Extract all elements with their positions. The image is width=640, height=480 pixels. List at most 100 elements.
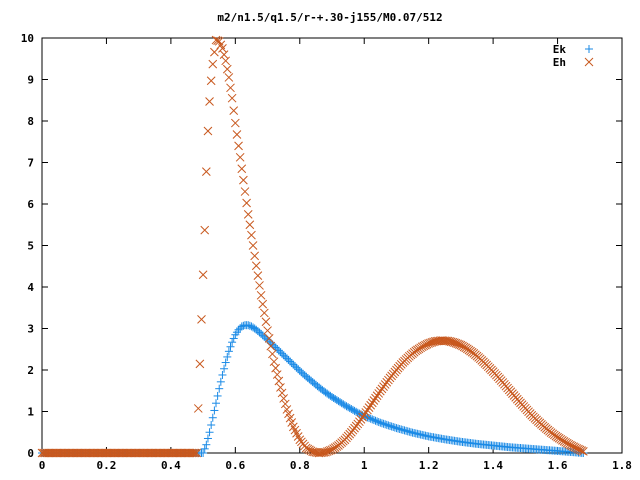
series-eh-point — [277, 388, 287, 398]
series-eh-point — [239, 175, 248, 185]
series-ek-point — [332, 396, 341, 405]
series-eh-point — [248, 241, 258, 250]
y-tick-label: 5 — [27, 240, 34, 253]
series-eh-point — [232, 130, 242, 139]
x-tick-label: 1.2 — [419, 459, 439, 472]
x-tick-label: 0.2 — [97, 459, 117, 472]
series-ek-point — [203, 434, 212, 443]
series-ek-point — [207, 420, 216, 429]
series-ek-point — [200, 444, 209, 453]
series-ek-point — [344, 403, 353, 412]
series-eh-point — [189, 448, 198, 458]
series-ek-point — [373, 417, 382, 426]
y-tick-label: 4 — [27, 281, 34, 294]
series-eh-point — [251, 261, 261, 271]
y-tick-label: 2 — [27, 364, 34, 377]
series-eh-point — [221, 56, 231, 66]
y-tick-label: 0 — [27, 447, 34, 460]
series-eh-point — [210, 47, 219, 57]
series-eh-point — [227, 93, 237, 103]
series-eh-point — [245, 220, 255, 230]
legend-label-ek: Ek — [553, 43, 567, 56]
series-eh-point — [445, 337, 454, 346]
series-eh-point — [192, 448, 202, 458]
series-eh-point — [424, 339, 434, 348]
x-tick-label: 0.4 — [161, 459, 181, 472]
series-eh-point — [371, 393, 380, 403]
series-ek-point — [213, 391, 222, 400]
axes: 0 0.2 0.4 0.6 0.8 1 1.2 1.4 1.6 1.8 0 1 2 3 4 5 6 7 8 9 10 — [21, 32, 632, 472]
series-eh-point — [213, 36, 222, 46]
series-ek-point — [202, 440, 211, 449]
series-eh-point — [425, 338, 435, 348]
series-ek-point — [379, 419, 388, 428]
series-eh-point — [276, 383, 285, 392]
x-tick-label: 1 — [361, 459, 368, 472]
x-tick-label: 0.8 — [290, 459, 310, 472]
series-eh-point — [578, 446, 588, 456]
x-tick-label: 1.4 — [483, 459, 503, 472]
series-ek-point — [221, 358, 230, 367]
series-ek-point — [345, 404, 354, 413]
series-eh-point — [205, 97, 214, 106]
series-eh-point — [446, 337, 456, 347]
series-eh-point — [243, 210, 253, 219]
series-eh-point — [359, 410, 369, 420]
y-tick-label: 3 — [27, 323, 34, 336]
series-eh-point — [208, 59, 218, 69]
series-ek-point — [205, 428, 214, 437]
y-tick-label: 10 — [21, 32, 34, 45]
series-eh-point — [193, 404, 203, 413]
series-eh-point — [319, 448, 329, 457]
series-eh-point — [451, 338, 461, 348]
series-eh-point — [577, 446, 587, 455]
series-eh-point — [258, 299, 268, 309]
series-eh-point — [279, 394, 289, 403]
series-eh-point — [324, 446, 334, 456]
series-eh-point — [269, 357, 279, 367]
series-ek-point — [216, 377, 225, 386]
series-ek-point — [339, 400, 348, 409]
series-ek-point — [347, 405, 356, 414]
series-ek-point — [371, 416, 380, 425]
series-ek-point — [245, 321, 254, 330]
series-ek-point — [228, 338, 237, 347]
series-ek-point — [215, 384, 224, 393]
y-tick-label: 1 — [27, 406, 34, 419]
series-eh-point — [200, 225, 210, 235]
series-eh-point — [190, 448, 200, 458]
series-ek-point — [212, 399, 220, 408]
series-ek-point — [220, 364, 229, 373]
series-eh-point — [422, 339, 432, 349]
series-ek-point — [210, 406, 219, 415]
series-ek-point — [226, 342, 235, 351]
series-eh-point — [256, 290, 266, 300]
series-eh-point — [253, 271, 263, 280]
series-ek-point — [377, 419, 386, 428]
series-ek-point — [369, 416, 378, 425]
series-ek-point — [352, 407, 361, 416]
series-eh-point — [237, 164, 247, 174]
series-ek-point — [334, 397, 343, 406]
series-ek-point — [342, 402, 351, 411]
series-ek-point — [368, 415, 377, 424]
series-eh-point — [274, 376, 284, 386]
series-ek-point — [381, 420, 390, 429]
series-ek-point — [384, 421, 393, 430]
series-ek-point — [328, 392, 336, 401]
series-eh-point — [261, 317, 271, 327]
series-ek-point — [247, 322, 256, 331]
series-ek-point — [218, 370, 227, 379]
series-eh-point — [250, 251, 260, 261]
series-eh-point — [363, 405, 372, 415]
series-eh-point — [263, 326, 272, 335]
series-ek-point — [331, 395, 340, 404]
series-eh-point — [443, 336, 453, 346]
series-eh-point — [230, 118, 240, 128]
series-ek-point — [350, 406, 359, 415]
series-eh-point — [219, 50, 229, 59]
series-ek-point — [224, 347, 233, 356]
y-tick-label: 7 — [27, 157, 34, 170]
